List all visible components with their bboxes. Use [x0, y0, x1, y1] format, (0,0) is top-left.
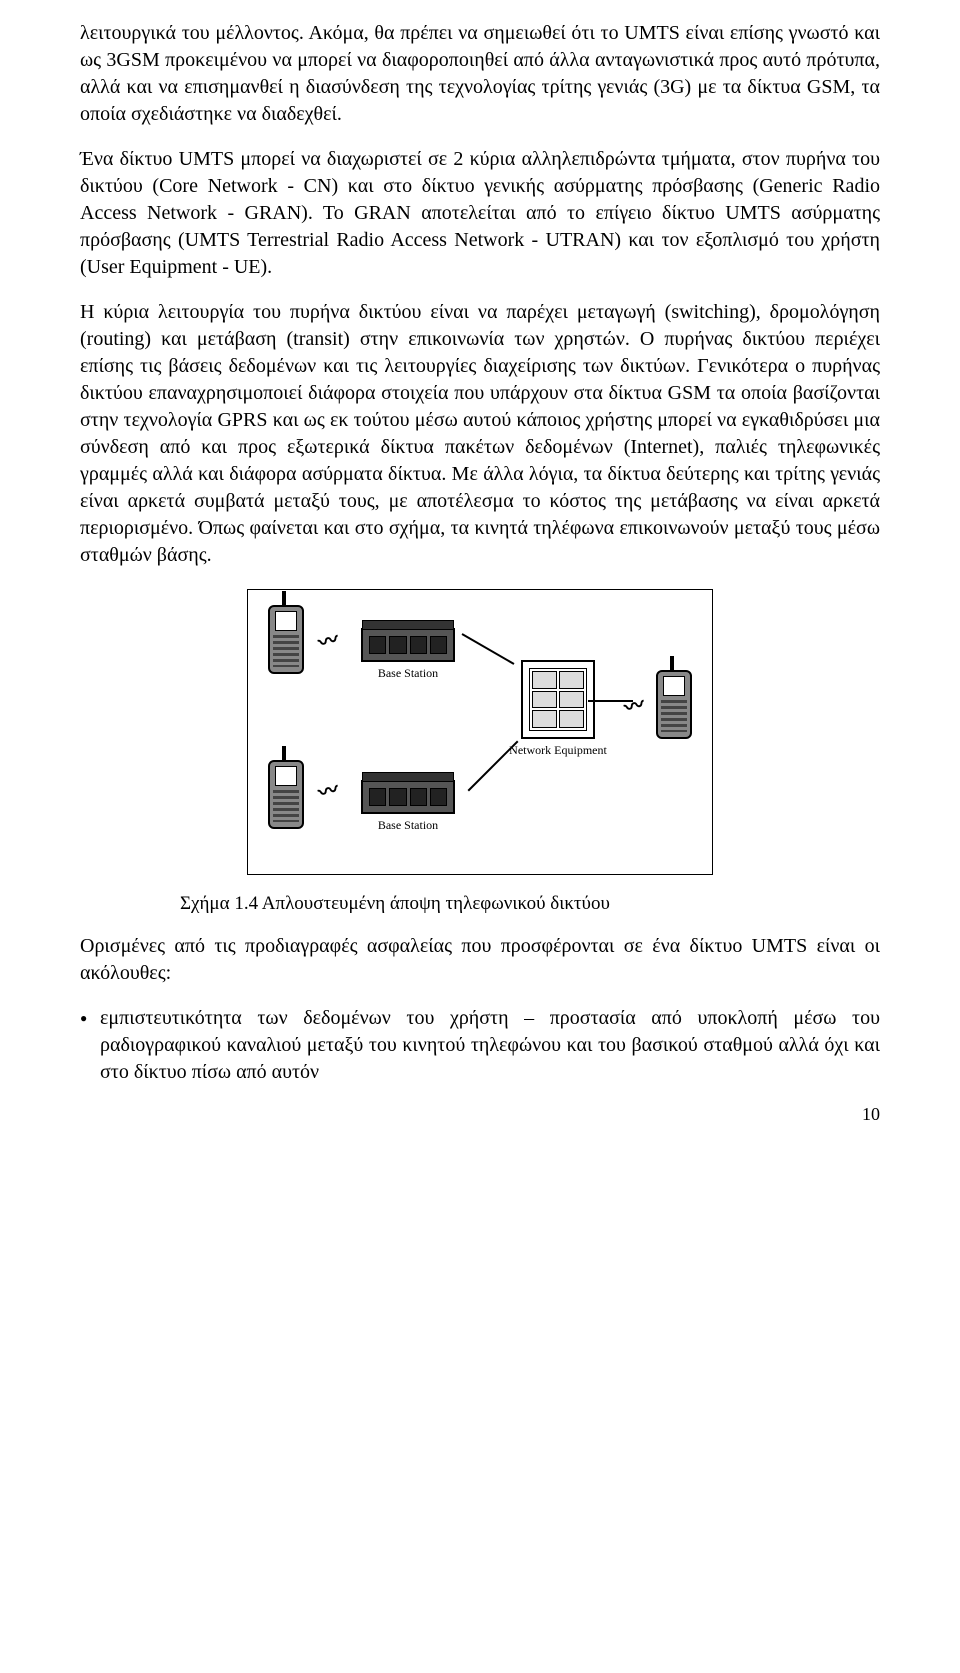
phone-icon	[268, 605, 304, 685]
phone-icon	[268, 760, 304, 840]
base-station-icon: Base Station	[358, 628, 458, 681]
radio-wave-icon: 〰	[315, 773, 342, 806]
phone-icon	[656, 670, 692, 750]
network-equipment-icon: Network Equipment	[488, 660, 628, 758]
base-station-label: Base Station	[358, 666, 458, 681]
connection-line	[588, 700, 633, 702]
figure-container: Base Station Base Station	[80, 589, 880, 875]
list-item: εμπιστευτικότητα των δεδομένων του χρήστ…	[80, 1005, 880, 1086]
paragraph-2: Ένα δίκτυο UMTS μπορεί να διαχωριστεί σε…	[80, 146, 880, 281]
document-page: λειτουργικά του μέλλοντος. Ακόμα, θα πρέ…	[0, 0, 960, 1155]
paragraph-3: Η κύρια λειτουργία του πυρήνα δικτύου εί…	[80, 299, 880, 569]
page-number: 10	[80, 1104, 880, 1125]
network-diagram: Base Station Base Station	[247, 589, 713, 875]
paragraph-1: λειτουργικά του μέλλοντος. Ακόμα, θα πρέ…	[80, 20, 880, 128]
paragraph-4: Ορισμένες από τις προδιαγραφές ασφαλείας…	[80, 933, 880, 987]
base-station-label: Base Station	[358, 818, 458, 833]
base-station-icon: Base Station	[358, 780, 458, 833]
radio-wave-icon: 〰	[315, 623, 342, 656]
figure-caption: Σχήμα 1.4 Απλουστευμένη άποψη τηλεφωνικο…	[180, 893, 880, 915]
bullet-list: εμπιστευτικότητα των δεδομένων του χρήστ…	[80, 1005, 880, 1086]
